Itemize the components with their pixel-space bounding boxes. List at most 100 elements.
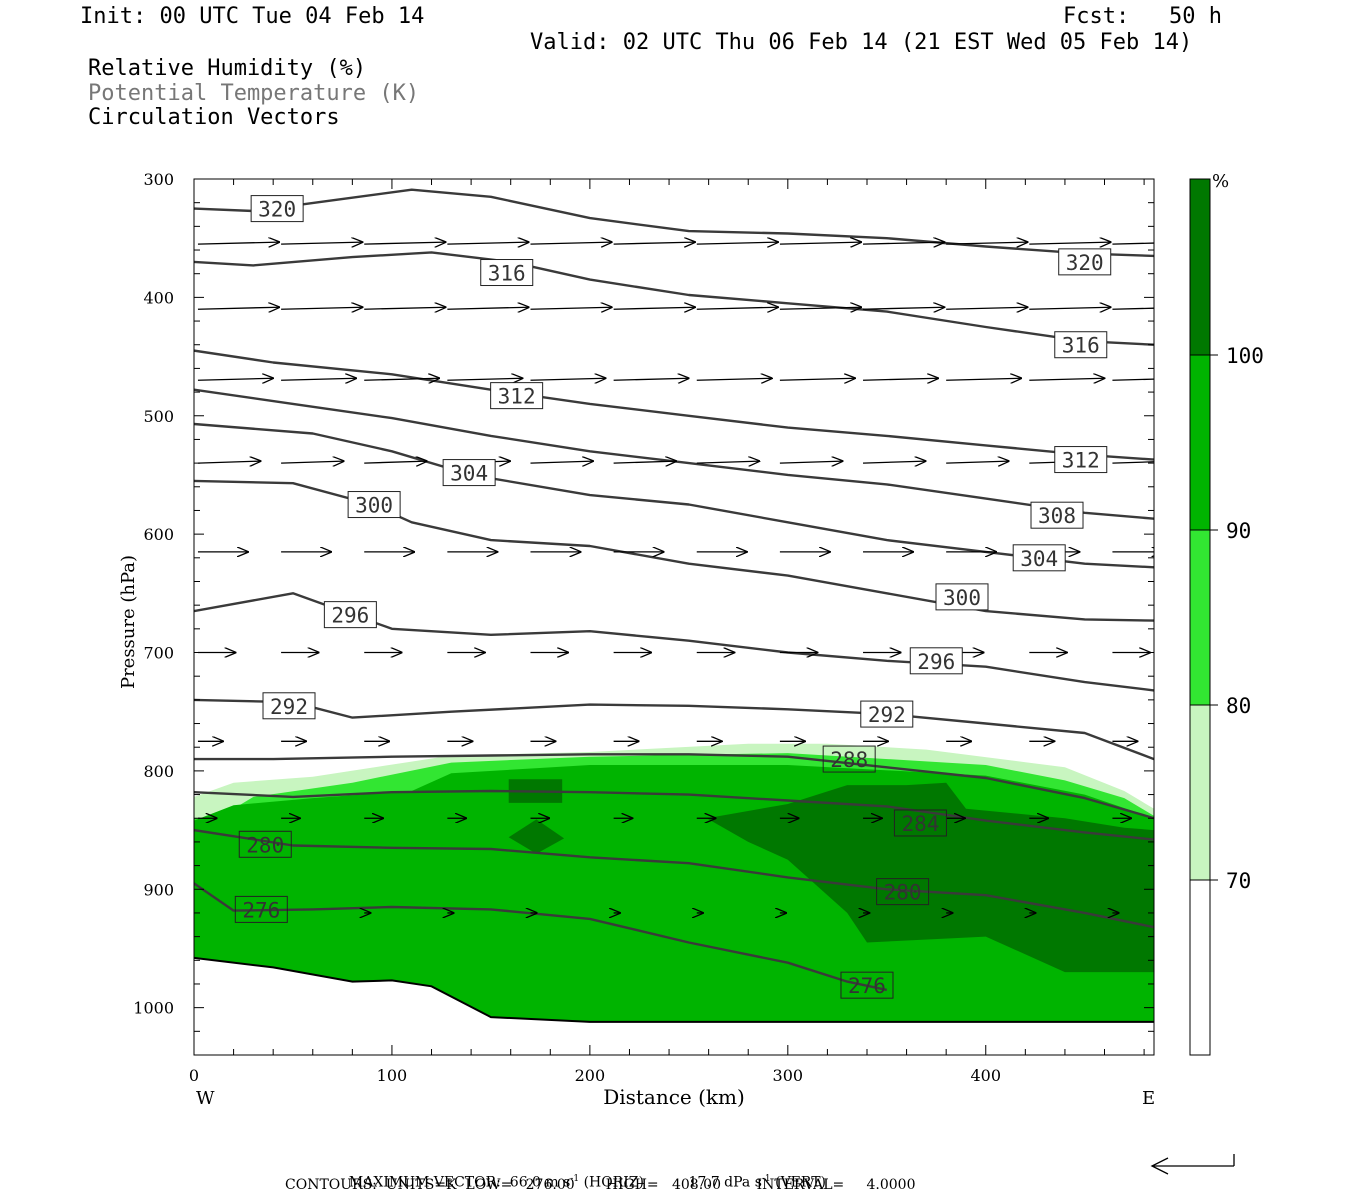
vector-r2-3 [447,378,522,380]
colorbar-label-80: 80 [1226,694,1251,718]
colorbar-label-90: 90 [1226,519,1251,543]
vector-r2-1 [281,378,356,380]
vector-r3-7 [779,461,843,463]
vector-r2-10 [1029,378,1104,380]
theta-label-box [1058,248,1112,276]
vector-r1-9 [946,307,1027,309]
theta-label-text: 292 [270,695,308,719]
theta-label-296-0: 296 [323,601,377,629]
theta-label-text: 284 [901,812,939,836]
vector-r1-3 [447,307,528,309]
theta-label-288-0: 288 [822,745,876,773]
theta-label-text: 280 [884,881,922,905]
vector-r1-5 [613,307,695,309]
vector-r1-10 [1029,307,1110,309]
horiz-exp: -1 [570,1174,580,1184]
colorbar-band-2 [1190,530,1210,705]
theta-label-box [935,583,989,611]
rh-region-100-core-2 [706,782,1154,973]
vector-r2-8 [863,378,938,380]
vector-r0-6 [696,242,778,244]
theta-label-320-1: 320 [1058,248,1112,276]
theta-label-box [323,601,377,629]
vector-r2-6 [696,378,772,380]
colorbar-band-3 [1190,355,1210,530]
theta-label-box [262,692,316,720]
theta-label-text: 304 [1020,547,1058,571]
theta-label-box [1054,331,1108,359]
vector-r0-5 [613,242,695,244]
theta-label-box [893,809,947,837]
y-tick-label: 700 [143,644,174,663]
theta-label-280-0: 280 [238,830,292,858]
theta-label-276-0: 276 [234,895,288,923]
vector-r0-7 [779,242,861,244]
theta-label-296-1: 296 [909,647,963,675]
vector-r3-8 [863,461,926,463]
theta-label-text: 280 [246,833,284,857]
theta-label-text: 276 [848,974,886,998]
x-tick-label: 0 [189,1066,199,1085]
theta-label-312-0: 312 [490,382,544,410]
vector-r0-1 [281,242,362,244]
theta-label-box [1054,446,1108,474]
colorbar-band-1 [1190,705,1210,880]
colorbar-unit: % [1212,171,1229,192]
theta-label-316-0: 316 [480,259,534,287]
vector-r3-9 [946,461,1009,463]
rh-colorbar: 70 80 90 100% [1189,171,1264,1056]
theta-label-box [490,382,544,410]
axes: 300 400 500 600 700 800 900 1000 0 100 200 300 400 [133,170,1154,1085]
vector-r0-4 [530,242,611,244]
theta-label-box [1030,501,1084,529]
theta-contour-280 [194,828,1154,929]
vector-r3-4 [530,461,593,463]
theta-label-box [860,700,914,728]
vector-r3-1 [281,461,344,463]
rh-shading [194,743,1154,1055]
vector-r0-0 [197,242,279,244]
field-rh-label: Relative Humidity (%) [88,56,367,81]
theta-label-text: 304 [450,462,488,486]
theta-label-320-0: 320 [250,195,304,223]
y-tick-label: 900 [143,880,174,899]
horiz-max: 66.0 m s [509,1174,571,1191]
vector-r2-2 [364,378,439,380]
theta-contour-320 [194,188,1154,258]
theta-label-box [1012,544,1066,572]
vector-r0-3 [447,242,528,244]
vector-r3-0 [197,461,261,463]
colorbar-label-70: 70 [1226,869,1251,893]
y-tick-label: 500 [143,407,174,426]
theta-contour-312 [194,349,1154,461]
theta-label-box [250,195,304,223]
theta-label-292-1: 292 [860,700,914,728]
vector-r3-2 [364,461,427,463]
vector-r2-11 [1112,378,1154,381]
theta-label-box [347,491,401,519]
rh-region-100-core-1 [508,819,565,854]
colorbar-frame [1189,178,1211,1056]
colorbar-label-100: 100 [1226,344,1264,368]
vector-r1-7 [779,307,861,309]
theta-contour-284 [194,789,1154,841]
plot-frame [193,178,1155,1056]
reference-vector-head [1150,1157,1169,1175]
vector-r0-2 [364,242,445,244]
y-tick-label: 400 [143,288,174,307]
vector-r3-5 [613,461,677,463]
theta-label-text: 296 [917,650,955,674]
theta-contour-316 [194,251,1154,346]
theta-label-text: 300 [355,494,393,518]
contour-info: CONTOURS: UNITS=K LOW= 276.00 HIGH= 408.… [285,1177,916,1193]
theta-label-text: 308 [1038,504,1076,528]
x-tick-label: 100 [377,1066,408,1085]
vector-r0-11 [1112,242,1154,245]
theta-label-text: 312 [498,385,536,409]
y-tick-label: 300 [143,170,174,189]
init-time: Init: 00 UTC Tue 04 Feb 14 [80,4,425,29]
theta-label-box [442,459,496,487]
vector-r1-0 [197,307,279,309]
vector-r3-6 [696,461,760,463]
circulation-vectors [197,242,1154,913]
